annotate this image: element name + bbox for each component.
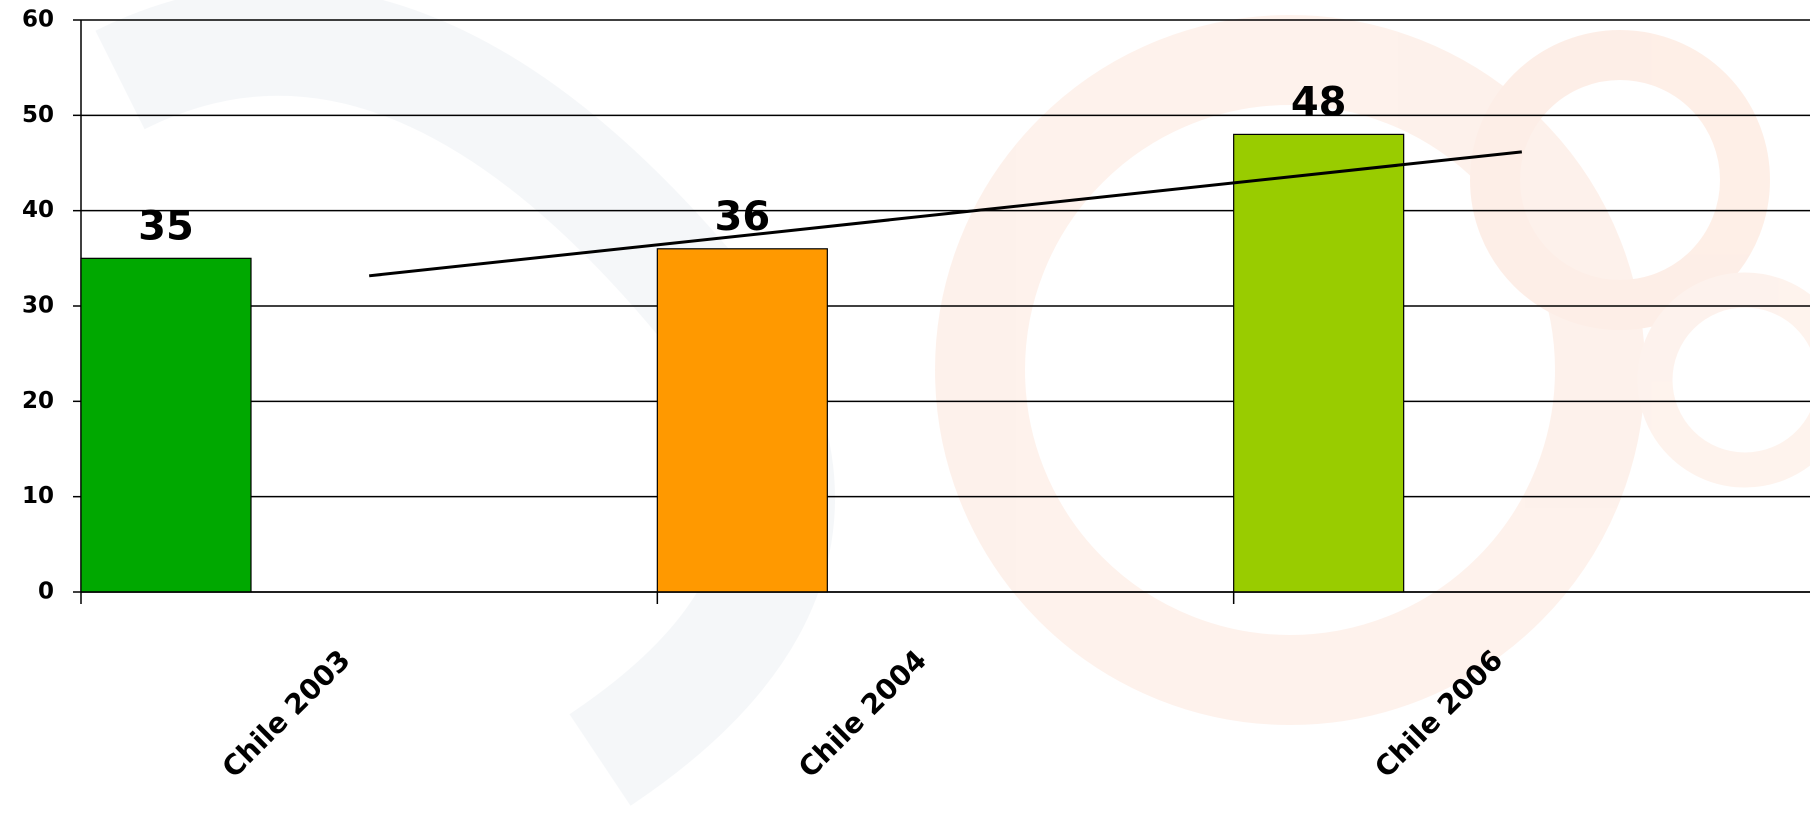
trendline bbox=[369, 150, 1522, 278]
data-label: 48 bbox=[1291, 79, 1347, 125]
y-tick-label: 50 bbox=[22, 102, 54, 128]
bar bbox=[80, 257, 252, 593]
x-tick-label: Chile 2003 bbox=[216, 643, 357, 784]
watermark-ring bbox=[1637, 272, 1810, 488]
bar bbox=[656, 248, 828, 593]
y-tick-label: 30 bbox=[22, 293, 54, 319]
y-tick-label: 60 bbox=[22, 7, 54, 33]
watermark-ring bbox=[1470, 30, 1770, 330]
data-label: 36 bbox=[714, 194, 770, 240]
y-tick-label: 10 bbox=[22, 483, 54, 509]
y-tick-label: 40 bbox=[22, 197, 54, 223]
bar bbox=[1233, 133, 1405, 593]
y-tick-label: 0 bbox=[38, 579, 54, 605]
watermark-ring bbox=[935, 15, 1645, 725]
data-label: 35 bbox=[138, 203, 194, 249]
y-tick-label: 20 bbox=[22, 388, 54, 414]
x-tick-label: Chile 2004 bbox=[792, 643, 933, 784]
background-watermark bbox=[95, 0, 1810, 806]
